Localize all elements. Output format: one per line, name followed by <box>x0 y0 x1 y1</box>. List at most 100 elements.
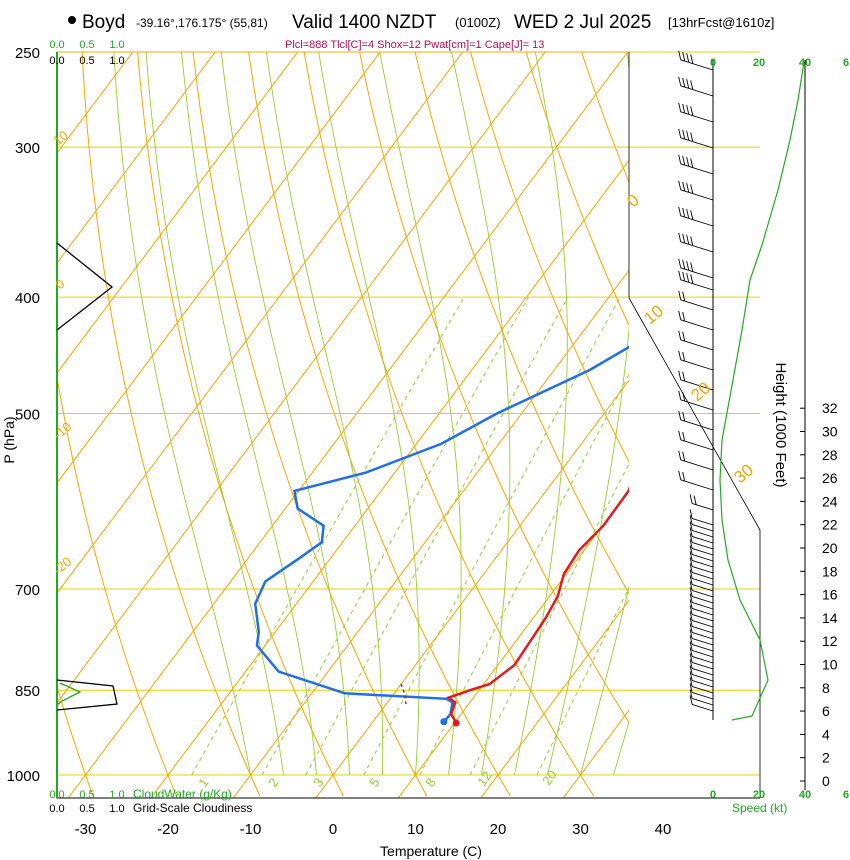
wind-barb-feather <box>690 236 694 246</box>
isobar-lines <box>57 51 760 776</box>
wind-barb <box>689 659 714 676</box>
station-dot-icon <box>68 16 76 24</box>
isotherm-40 <box>646 52 850 798</box>
wind-barb-staff <box>691 535 714 544</box>
wind-barb <box>689 557 714 574</box>
wind-barb-feather <box>689 635 693 645</box>
wind-barb <box>689 551 714 568</box>
wind-barb-feather <box>678 206 682 216</box>
wind-barb-feather <box>686 261 690 271</box>
wind-barb-staff <box>680 419 714 431</box>
moist-adiabat-2 <box>220 52 350 776</box>
wind-barb <box>689 695 714 712</box>
dry-adiabat-50 <box>414 52 629 595</box>
cloudwater-top-tick-1: 0.5 <box>79 39 94 51</box>
speed-top-tick-1: 20 <box>753 57 765 69</box>
wind-barb-feather <box>686 235 690 245</box>
wind-barb-staff <box>691 559 714 568</box>
wind-barb-staff <box>691 691 714 700</box>
wind-barb-feather <box>689 527 693 537</box>
wind-barb-staff <box>680 299 714 311</box>
moist-adiabat--2 <box>181 52 317 776</box>
wind-barb <box>678 290 714 311</box>
height-tick-26: 26 <box>822 470 838 486</box>
x-axis-title: Temperature (C) <box>380 843 482 859</box>
wind-barb-staff <box>691 655 714 664</box>
wind-barb-feather <box>686 273 690 283</box>
speed-axis-labels: 0 20 40 60 20 40 6 <box>710 57 849 801</box>
wind-barb-feather <box>690 80 694 90</box>
isotherm--50 <box>57 52 464 594</box>
wind-barb-staff <box>680 215 714 227</box>
wind-barb-feather <box>678 290 682 300</box>
wind-barb-staff <box>680 479 714 491</box>
wind-barb <box>678 50 714 71</box>
wind-barb <box>689 611 714 628</box>
utc-time: (0100Z) <box>455 15 501 30</box>
isotherm-label-3: -20 <box>50 554 74 578</box>
wind-speed-profile <box>719 61 805 721</box>
isotherm-label-4: 10 <box>640 301 667 328</box>
wind-barb <box>678 232 714 253</box>
station-location: -39.16°,176.175° (55,81) <box>136 16 268 30</box>
moist-adiabat-18 <box>451 52 511 776</box>
isotherm--40 <box>57 52 546 704</box>
wind-barb-staff <box>691 583 714 592</box>
wind-barb-feather <box>678 258 682 268</box>
dewpoint-profile <box>253 345 629 723</box>
wind-barb-feather <box>682 411 686 422</box>
wind-barb <box>689 689 714 706</box>
wind-barb <box>678 258 714 279</box>
wind-barb-feather <box>678 350 682 360</box>
isotherm-label-0: 10 <box>50 128 71 149</box>
wind-barb <box>689 665 714 682</box>
isotherm-label-6: 30 <box>730 460 757 487</box>
wind-barb-staff <box>680 163 714 175</box>
wind-barb-staff <box>680 339 714 351</box>
mixing-ratio-line-3 <box>305 296 569 776</box>
wind-barb-feather <box>689 641 693 651</box>
wind-barb-feather <box>689 557 693 567</box>
dry-adiabat-80 <box>581 52 629 184</box>
cloudiness-bottom-tick-2: 1.0 <box>109 803 124 815</box>
dry-adiabat-10 <box>192 52 428 797</box>
wind-barb-feather <box>689 599 693 609</box>
moist-adiabat--10 <box>113 52 251 776</box>
wind-barb <box>678 450 714 471</box>
wind-barb <box>689 563 714 580</box>
isotherm-label-1: 0 <box>52 276 67 292</box>
height-tick-12: 12 <box>822 633 838 649</box>
moist-adiabat-14 <box>379 52 462 776</box>
temperature-profile <box>446 486 629 724</box>
wind-barb <box>689 593 714 610</box>
wind-barb-staff <box>691 661 714 670</box>
height-tick-20: 20 <box>822 540 838 556</box>
wind-barb <box>689 653 714 670</box>
wind-barb-feather <box>678 180 682 190</box>
moist-adiabat-30 <box>580 585 629 776</box>
wind-barb <box>678 310 714 331</box>
moist-adiabat-22 <box>514 52 568 776</box>
mixing-ratio-label-8: 8 <box>422 775 438 790</box>
isotherm-20 <box>480 599 629 798</box>
wind-barb-staff <box>691 619 714 628</box>
pressure-tick-250: 250 <box>15 45 40 62</box>
wind-barb-staff <box>691 547 714 556</box>
isotherm-0 <box>315 379 629 798</box>
wind-barb-feather <box>686 131 690 141</box>
mixing-ratio-lines <box>191 296 629 776</box>
speed-top-tick-3: 6 <box>843 57 849 69</box>
pressure-tick-400: 400 <box>15 290 40 307</box>
isotherm-labels: 10 0 -10 -20 10 20 30 0 <box>50 128 757 578</box>
temp-tick-40: 40 <box>655 821 672 838</box>
pressure-tick-700: 700 <box>15 582 40 599</box>
height-tick-28: 28 <box>822 447 838 463</box>
pressure-tick-300: 300 <box>15 140 40 157</box>
valid-time: Valid 1400 NZDT <box>292 12 437 33</box>
wind-barb <box>689 527 714 544</box>
wind-barb-feather <box>689 581 693 591</box>
temp-tick-10: 10 <box>407 821 424 838</box>
wind-barb-feather <box>678 50 682 60</box>
surface-temperature-marker <box>452 719 460 727</box>
